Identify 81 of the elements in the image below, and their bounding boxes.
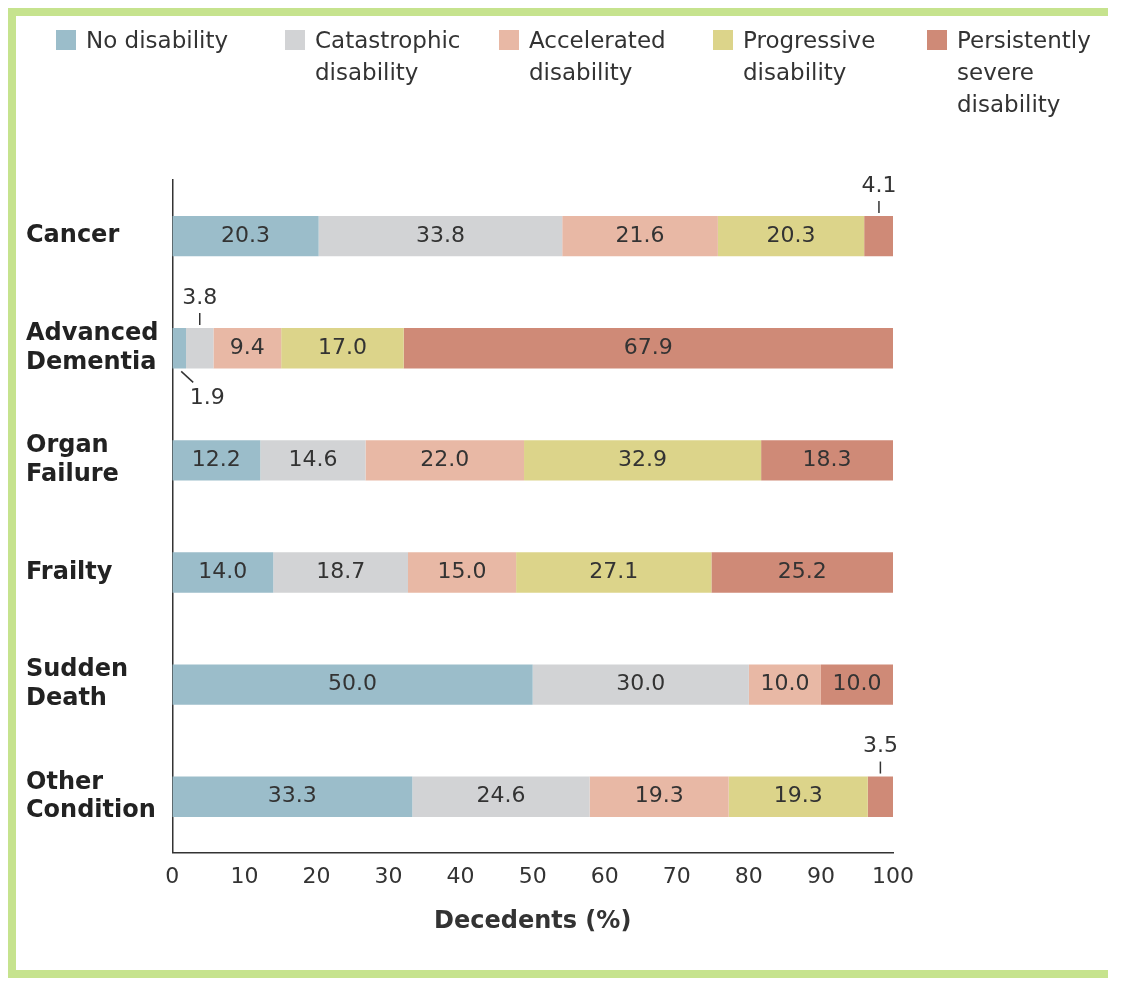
bar [273, 552, 409, 593]
data-label: 14.6 [288, 446, 338, 472]
bar [318, 215, 563, 257]
data-label: 1.9 [189, 384, 225, 410]
bar [213, 328, 282, 369]
legend-label: Catastrophic disability [315, 26, 462, 87]
data-label: 24.6 [476, 782, 526, 808]
legend-label: Accelerated disability [529, 26, 667, 87]
y-tick-label: Sudden Death [26, 654, 129, 712]
bar [524, 440, 762, 481]
data-label: 22.0 [420, 446, 470, 472]
x-tick-label: 0 [165, 862, 180, 888]
data-label: 4.1 [861, 171, 897, 197]
bar [172, 552, 274, 593]
data-label: 10.0 [832, 670, 882, 696]
bar [711, 552, 893, 593]
data-label: 21.6 [615, 221, 665, 247]
data-label: 50.0 [328, 670, 378, 696]
data-label: 32.9 [618, 446, 668, 472]
data-label: 33.3 [267, 782, 317, 808]
y-tick-label: Other Condition [26, 766, 156, 824]
bar [867, 776, 893, 817]
bar [748, 664, 821, 705]
bar [172, 664, 533, 705]
x-tick-label: 20 [302, 862, 331, 888]
x-tick-label: 90 [806, 862, 835, 888]
x-tick-label: 60 [590, 862, 619, 888]
bar [864, 215, 893, 257]
bar [589, 776, 729, 817]
bar [408, 552, 517, 593]
bar [820, 664, 893, 705]
data-label: 10.0 [760, 670, 810, 696]
x-tick-label: 70 [662, 862, 691, 888]
bar [532, 664, 749, 705]
legend-label: No disability [86, 26, 230, 55]
data-label: 18.7 [316, 558, 366, 584]
data-label: 20.3 [221, 221, 270, 247]
data-label: 19.3 [773, 782, 823, 808]
x-tick-label: 30 [374, 862, 403, 888]
data-label: 19.3 [634, 782, 684, 808]
x-axis-title: Decedents (%) [434, 905, 632, 934]
bar [365, 440, 525, 481]
data-label: 9.4 [229, 333, 265, 359]
bar [186, 328, 214, 369]
data-label: 67.9 [623, 333, 673, 359]
data-label: 17.0 [317, 333, 367, 359]
bar [412, 776, 590, 817]
legend-label: Persistently severe disability [957, 26, 1091, 119]
bar [172, 440, 261, 481]
y-tick-label: Organ Failure [26, 430, 119, 487]
bar [403, 328, 893, 369]
bar [717, 215, 865, 257]
data-label: 15.0 [437, 558, 487, 584]
data-label: 25.2 [777, 558, 827, 584]
data-label: 33.8 [415, 221, 465, 247]
bar [172, 215, 319, 257]
y-tick-label: Advanced Dementia [26, 318, 159, 375]
bar [281, 328, 404, 369]
y-tick-label: Frailty [26, 556, 113, 585]
bar [172, 776, 413, 817]
data-label: 3.8 [182, 283, 218, 309]
data-label: 27.1 [589, 558, 639, 584]
x-tick-label: 50 [518, 862, 547, 888]
data-label: 14.0 [198, 558, 248, 584]
x-tick-label: 100 [872, 862, 914, 888]
x-tick-label: 40 [446, 862, 475, 888]
bar [172, 328, 187, 369]
legend-label: Progressive disability [743, 26, 877, 87]
bar [562, 215, 718, 257]
bar [728, 776, 868, 817]
bar [761, 440, 893, 481]
data-label: 30.0 [616, 670, 666, 696]
bar [516, 552, 712, 593]
data-label: 12.2 [191, 446, 241, 472]
y-tick-label: Cancer [26, 220, 120, 249]
x-tick-label: 80 [734, 862, 763, 888]
data-label: 20.3 [766, 221, 816, 247]
bar [260, 440, 366, 481]
data-label: 3.5 [862, 732, 898, 758]
data-label: 18.3 [802, 446, 852, 472]
x-tick-label: 10 [230, 862, 259, 888]
